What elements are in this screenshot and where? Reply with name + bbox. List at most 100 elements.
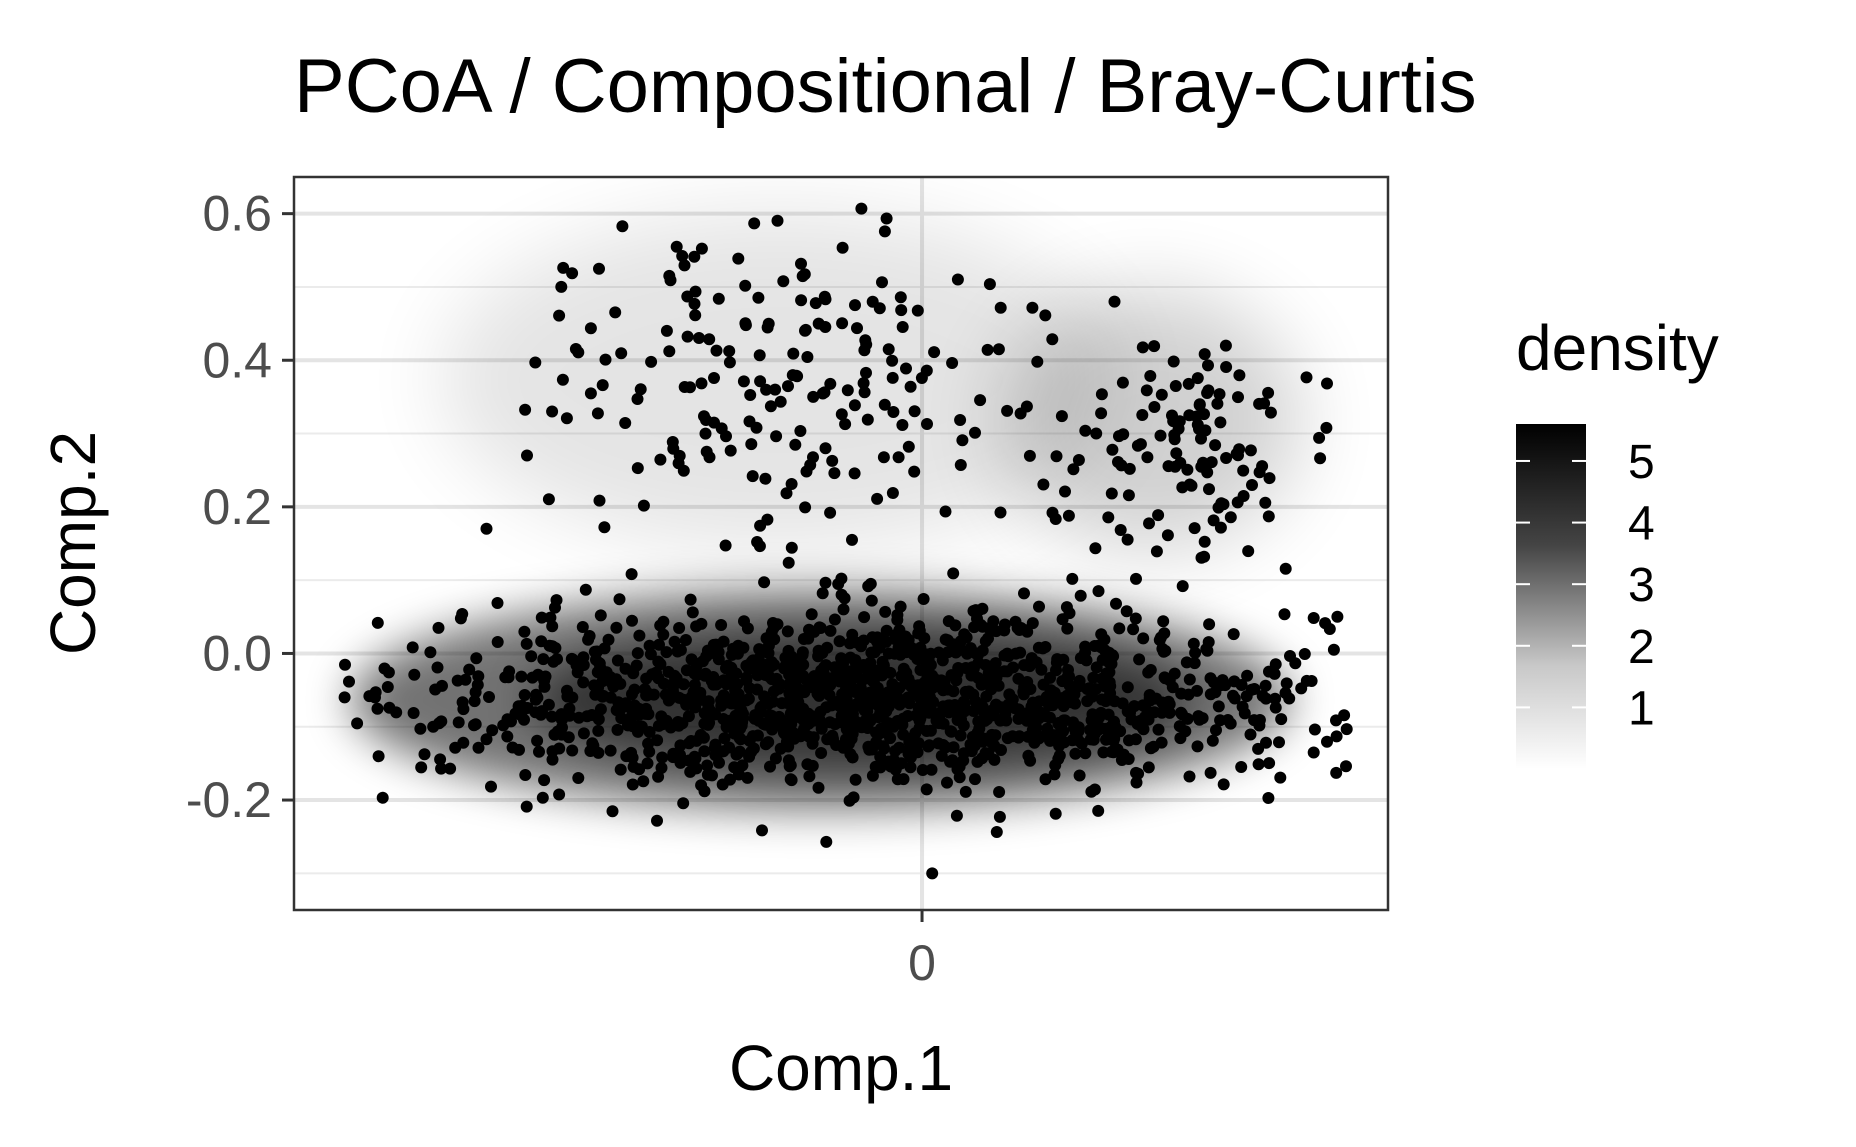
data-point — [1220, 361, 1233, 373]
data-point — [823, 689, 836, 702]
data-point — [376, 791, 389, 804]
data-point — [751, 683, 764, 696]
data-point — [610, 621, 623, 634]
data-point — [1139, 711, 1151, 724]
data-point — [609, 306, 622, 319]
data-point — [698, 745, 711, 758]
data-point — [756, 824, 768, 837]
data-point — [566, 653, 579, 666]
data-point — [553, 309, 566, 322]
data-point — [846, 533, 858, 546]
data-point — [1127, 623, 1140, 636]
data-point — [736, 759, 749, 772]
data-point — [647, 688, 660, 701]
data-point — [717, 713, 730, 725]
data-point — [654, 658, 667, 671]
data-point — [1185, 479, 1198, 492]
data-point — [866, 769, 879, 782]
data-point — [594, 703, 607, 716]
data-point — [1202, 359, 1214, 372]
data-point — [1235, 761, 1248, 773]
data-point — [799, 324, 811, 337]
data-point — [1113, 622, 1126, 635]
data-point — [1112, 456, 1124, 468]
data-point — [967, 662, 980, 675]
data-point — [520, 800, 533, 813]
data-point — [1062, 509, 1075, 522]
data-point — [819, 576, 832, 589]
data-point — [744, 389, 757, 401]
data-point — [1087, 671, 1100, 684]
data-point — [893, 758, 906, 771]
data-point — [429, 683, 442, 696]
data-point — [937, 739, 950, 751]
data-point — [988, 753, 1001, 766]
data-point — [849, 686, 862, 698]
data-point — [951, 759, 963, 772]
data-point — [606, 805, 619, 818]
data-point — [1003, 688, 1016, 701]
data-point — [807, 390, 820, 403]
data-point — [1150, 545, 1163, 558]
data-point — [651, 734, 664, 747]
data-point — [750, 421, 763, 434]
data-point — [1059, 485, 1071, 498]
data-point — [634, 383, 647, 396]
data-point — [1198, 348, 1211, 361]
data-point — [708, 372, 720, 384]
data-point — [1340, 760, 1352, 773]
data-point — [1206, 734, 1219, 747]
data-point — [1136, 341, 1149, 354]
data-point — [684, 381, 696, 394]
scatter-points — [338, 202, 1353, 880]
data-point — [1198, 408, 1210, 421]
data-point — [1026, 301, 1039, 314]
data-point — [819, 442, 832, 455]
data-point — [1129, 612, 1142, 625]
x-tick-label: 0 — [908, 935, 936, 991]
data-point — [1214, 416, 1227, 429]
data-point — [678, 259, 691, 272]
data-point — [712, 292, 725, 305]
data-point — [526, 671, 539, 684]
data-point — [667, 680, 680, 692]
data-point — [1044, 671, 1056, 684]
data-point — [760, 383, 773, 396]
data-point — [947, 567, 960, 580]
data-point — [904, 761, 917, 774]
data-point — [762, 647, 775, 660]
data-point — [1331, 610, 1344, 623]
data-point — [882, 717, 895, 730]
data-point — [734, 722, 747, 735]
data-point — [682, 710, 695, 723]
data-point — [835, 588, 848, 601]
data-point — [772, 682, 785, 695]
data-point — [813, 621, 826, 634]
data-point — [1081, 683, 1094, 695]
data-point — [677, 797, 690, 810]
data-point — [673, 622, 686, 634]
data-point — [1283, 692, 1296, 705]
data-point — [774, 713, 787, 726]
data-point — [681, 330, 694, 343]
data-point — [1221, 714, 1234, 726]
data-point — [677, 678, 690, 691]
data-point — [521, 449, 533, 462]
data-point — [1073, 769, 1086, 782]
data-point — [868, 646, 881, 659]
data-point — [1166, 681, 1179, 694]
data-point — [1173, 720, 1186, 733]
data-point — [673, 691, 686, 704]
data-point — [831, 695, 844, 708]
data-point — [518, 625, 531, 638]
data-point — [1154, 631, 1167, 644]
data-point — [1237, 464, 1250, 477]
data-point — [805, 608, 818, 621]
data-point — [1205, 456, 1218, 469]
data-point — [1224, 511, 1237, 524]
data-point — [1163, 706, 1176, 719]
data-point — [967, 605, 980, 617]
data-point — [954, 635, 967, 648]
data-point — [457, 703, 470, 716]
data-point — [1026, 724, 1039, 737]
